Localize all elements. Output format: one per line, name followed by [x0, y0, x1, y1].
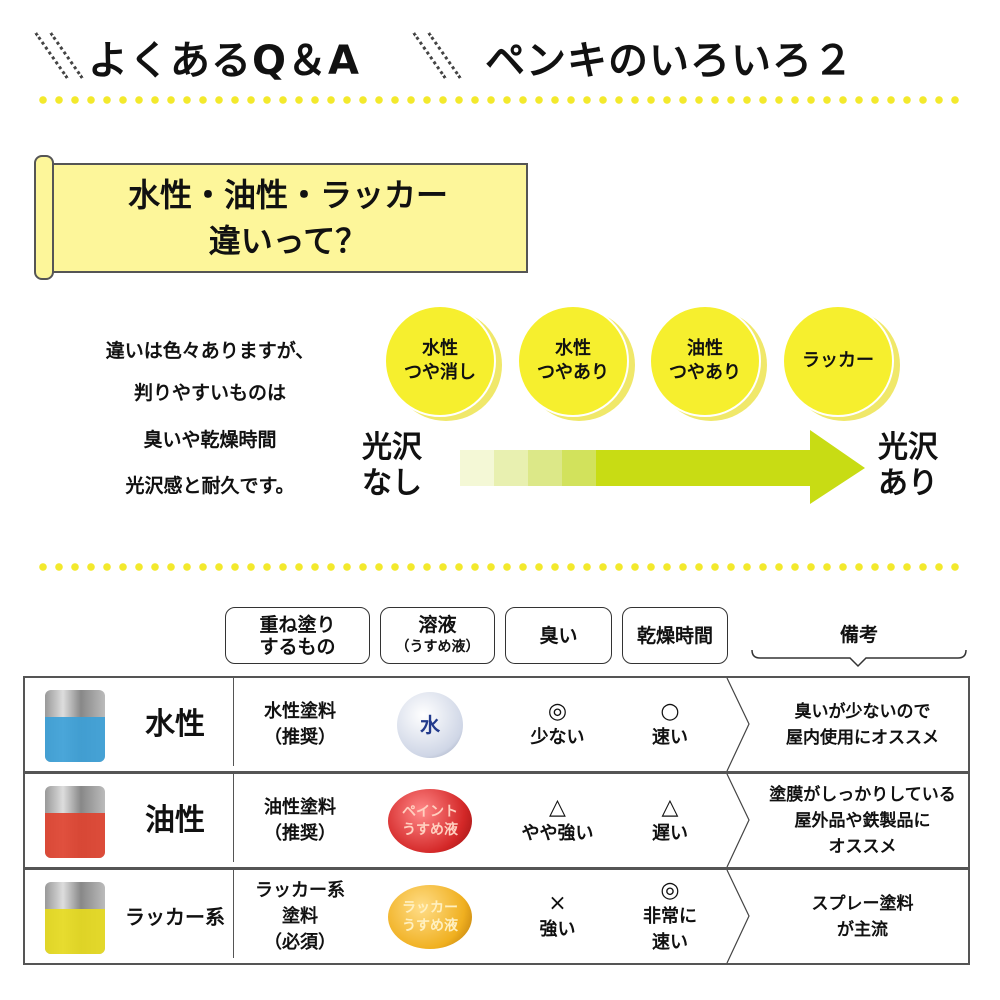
solvent-drop-icon: ラッカー うすめ液: [388, 884, 472, 949]
paint-text: 水性塗料: [264, 700, 336, 722]
circle-oil-gloss: 油性 つやあり: [649, 305, 761, 417]
scroll-roll-icon: [34, 155, 54, 280]
intro-text: 臭いや乾燥時間: [143, 429, 277, 451]
circle-label: ラッカー: [802, 350, 874, 371]
paint-type: 水性: [145, 706, 205, 742]
circle-label: つや消し: [404, 362, 476, 383]
note-text: が主流: [837, 919, 888, 940]
paint-type: 油性: [145, 802, 205, 838]
overcoat-cell: ラッカー系塗料 （必須）: [235, 870, 365, 963]
notes-cell: 臭いが少ないので 屋内使用にオススメ: [755, 678, 970, 771]
paint-text: （推奨）: [264, 822, 336, 844]
paint-text: （必須）: [264, 931, 336, 953]
header-right-title: ペンキのいろいろ２: [485, 38, 854, 84]
chevron-divider: [726, 774, 750, 867]
solvent-drop-icon: ペイント うすめ液: [388, 788, 472, 853]
header-notes: 備考: [839, 624, 878, 646]
slash-decoration: [34, 32, 69, 79]
header-solvent: 溶液 （うすめ液）: [380, 607, 495, 664]
paint-can-icon: [45, 882, 105, 954]
banner-line2: 違いって？: [208, 222, 368, 260]
dry-text: 速い: [652, 726, 688, 748]
slash-decoration: [427, 32, 462, 79]
circle-label: つやあり: [669, 362, 741, 383]
intro-text: 判りやすいものは: [133, 382, 286, 404]
smell-mark: △: [549, 794, 566, 820]
gloss-none-label: 光沢 なし: [362, 430, 422, 501]
circle-water-matte: 水性 つや消し: [384, 305, 496, 417]
notes-cell: スプレー塗料 が主流: [755, 870, 970, 963]
gloss-yes-label: 光沢 あり: [878, 430, 938, 501]
note-text: 屋内使用にオススメ: [786, 727, 939, 748]
overcoat-cell: 水性塗料 （推奨）: [235, 678, 365, 771]
intro-text: 光沢感と耐久です。: [125, 475, 295, 497]
paint-text: 塗料: [282, 905, 318, 927]
dry-mark: △: [661, 794, 679, 820]
paint-text: （推奨）: [264, 726, 336, 748]
scroll-banner: 水性・油性・ラッカー 違いって？: [48, 163, 528, 273]
banner-line1: 水性・油性・ラッカー: [127, 176, 448, 214]
chevron-divider: [726, 678, 750, 771]
smell-text: やや強い: [521, 822, 594, 844]
circle-label: 油性: [687, 338, 723, 359]
table-row: 水性 水性塗料 （推奨） 水 ◎ 少ない ○ 速い 臭いが少ないので 屋内使用にオススメ: [23, 676, 970, 773]
note-text: 臭いが少ないので: [794, 701, 931, 722]
note-text: スプレー塗料: [811, 893, 914, 914]
header-drying: 乾燥時間: [622, 607, 728, 664]
smell-cell: ◎ 少ない: [505, 678, 610, 771]
paint-type: ラッカー系: [125, 904, 225, 929]
dotted-divider: [35, 563, 960, 571]
paint-can-icon: [45, 690, 105, 762]
dry-text: 速い: [652, 931, 688, 953]
solvent-cell: ペイント うすめ液: [380, 774, 480, 867]
note-text: 屋外品や鉄製品に: [794, 810, 931, 831]
smell-text: 少ない: [530, 726, 585, 748]
header-overcoat: 重ね塗り するもの: [225, 607, 370, 664]
header-left-title: よくあるQ＆A: [88, 38, 360, 84]
table-row: ラッカー系 ラッカー系 塗料 （必須） ラッカー うすめ液 × 強い ◎ 非常に 速い スプ…: [23, 868, 970, 965]
overcoat-cell: 油性塗料 （推奨）: [235, 774, 365, 867]
slash-decoration: [412, 32, 447, 79]
dry-text: 非常に: [643, 905, 697, 927]
circle-lacquer: ラッカー: [782, 305, 894, 417]
dry-mark: ◎: [660, 877, 680, 903]
note-text: オススメ: [828, 836, 897, 857]
circle-label: 水性: [555, 338, 591, 359]
notes-bracket: [751, 649, 967, 668]
smell-mark: ◎: [547, 698, 568, 724]
chevron-divider: [726, 870, 750, 963]
paint-text: ラッカー系: [255, 879, 345, 901]
paint-text: 油性塗料: [264, 796, 336, 818]
solvent-cell: 水: [380, 678, 480, 771]
solvent-text: ペイント: [402, 803, 458, 820]
solvent-cell: ラッカー うすめ液: [380, 870, 480, 963]
dry-mark: ○: [660, 698, 680, 724]
drying-cell: ◎ 非常に速い: [620, 870, 720, 963]
drying-cell: ○ 速い: [620, 678, 720, 771]
notes-cell: 塗膜がしっかりしている 屋外品や鉄製品に オススメ: [755, 774, 970, 867]
solvent-text: ラッカー: [402, 899, 458, 916]
dotted-divider: [35, 96, 960, 104]
note-text: 塗膜がしっかりしている: [769, 784, 956, 805]
smell-cell: △ やや強い: [505, 774, 610, 867]
header-smell: 臭い: [505, 607, 612, 664]
solvent-text: うすめ液: [402, 821, 458, 838]
dry-text: 遅い: [652, 822, 688, 844]
gloss-arrow: [460, 430, 865, 504]
table-row: 油性 油性塗料 （推奨） ペイント うすめ液 △ やや強い △ 遅い 塗膜がしっかりして…: [23, 772, 970, 869]
smell-mark: ×: [548, 890, 567, 916]
smell-cell: × 強い: [505, 870, 610, 963]
solvent-drop-icon: 水: [397, 691, 463, 758]
paint-can-icon: [45, 786, 105, 858]
solvent-text: うすめ液: [402, 917, 458, 934]
smell-text: 強い: [539, 918, 576, 940]
circle-label: つやあり: [537, 362, 609, 383]
circle-water-gloss: 水性 つやあり: [517, 305, 629, 417]
drying-cell: △ 遅い: [620, 774, 720, 867]
solvent-text: 水: [420, 712, 440, 737]
intro-text: 違いは色々ありますが、: [105, 340, 315, 362]
circle-label: 水性: [422, 338, 458, 359]
slash-decoration: [49, 32, 84, 79]
